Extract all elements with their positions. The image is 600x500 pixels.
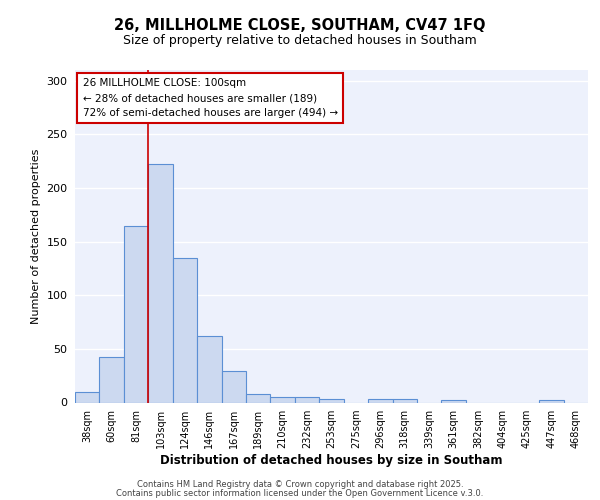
Bar — [295, 397, 319, 402]
Bar — [148, 164, 173, 402]
Y-axis label: Number of detached properties: Number of detached properties — [31, 148, 41, 324]
Bar — [368, 400, 392, 402]
Bar — [539, 400, 563, 402]
Bar — [392, 400, 417, 402]
X-axis label: Distribution of detached houses by size in Southam: Distribution of detached houses by size … — [160, 454, 503, 467]
Text: Size of property relative to detached houses in Southam: Size of property relative to detached ho… — [123, 34, 477, 47]
Text: 26 MILLHOLME CLOSE: 100sqm
← 28% of detached houses are smaller (189)
72% of sem: 26 MILLHOLME CLOSE: 100sqm ← 28% of deta… — [83, 78, 338, 118]
Bar — [442, 400, 466, 402]
Text: 26, MILLHOLME CLOSE, SOUTHAM, CV47 1FQ: 26, MILLHOLME CLOSE, SOUTHAM, CV47 1FQ — [114, 18, 486, 32]
Bar — [75, 392, 100, 402]
Bar — [100, 358, 124, 403]
Bar — [246, 394, 271, 402]
Text: Contains public sector information licensed under the Open Government Licence v.: Contains public sector information licen… — [116, 489, 484, 498]
Bar — [271, 397, 295, 402]
Bar — [319, 400, 344, 402]
Bar — [197, 336, 221, 402]
Bar — [221, 372, 246, 402]
Text: Contains HM Land Registry data © Crown copyright and database right 2025.: Contains HM Land Registry data © Crown c… — [137, 480, 463, 489]
Bar — [124, 226, 148, 402]
Bar — [173, 258, 197, 402]
